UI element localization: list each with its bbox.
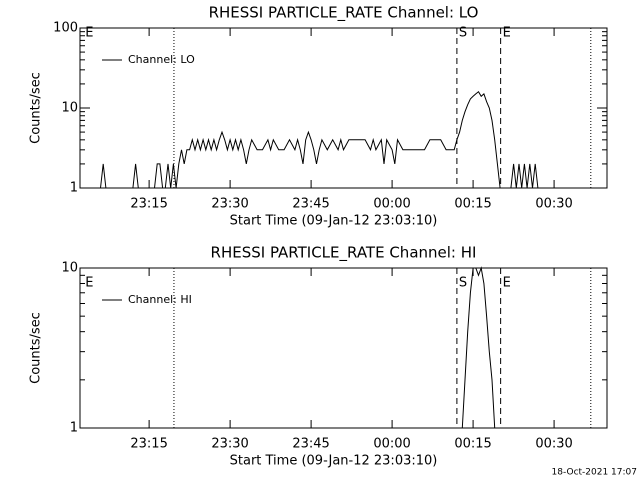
y-axis-label: Counts/sec xyxy=(29,72,44,144)
x-tick-label: 00:00 xyxy=(373,437,410,452)
plot-frame xyxy=(79,267,608,429)
y-axis-label: Counts/sec xyxy=(29,312,44,384)
chart-title: RHESSI PARTICLE_RATE Channel: LO xyxy=(209,4,479,23)
data-line xyxy=(89,90,539,189)
x-tick-label: 23:30 xyxy=(211,437,248,452)
x-axis-label: Start Time (09-Jan-12 23:03:10) xyxy=(230,214,438,229)
x-tick-label: 00:15 xyxy=(454,197,491,212)
marker-label: S xyxy=(459,276,467,291)
legend-label: Channel: HI xyxy=(128,293,192,306)
footer: 18-Oct-2021 17:07 xyxy=(552,468,637,478)
y-tick-label: 10 xyxy=(61,101,78,116)
y-tick-label: 1 xyxy=(70,421,78,436)
x-tick-label: 00:30 xyxy=(535,197,572,212)
marker-label: E xyxy=(503,276,511,291)
marker-label: E xyxy=(85,276,93,291)
x-axis-label: Start Time (09-Jan-12 23:03:10) xyxy=(230,454,438,469)
data-line xyxy=(456,266,496,429)
x-tick-label: 00:15 xyxy=(454,437,491,452)
x-tick-label: 23:30 xyxy=(211,197,248,212)
x-tick-label: 23:45 xyxy=(292,437,329,452)
y-tick-label: 100 xyxy=(53,21,78,36)
marker-label: E xyxy=(503,26,511,41)
y-tick-label: 10 xyxy=(61,261,78,276)
x-tick-label: 23:45 xyxy=(292,197,329,212)
x-tick-label: 23:15 xyxy=(130,197,167,212)
chart-title: RHESSI PARTICLE_RATE Channel: HI xyxy=(211,244,477,263)
legend-label: Channel: LO xyxy=(128,53,195,66)
x-tick-label: 00:30 xyxy=(535,437,572,452)
marker-label: E xyxy=(85,26,93,41)
marker-label: S xyxy=(459,26,467,41)
x-tick-label: 00:00 xyxy=(373,197,410,212)
x-tick-label: 23:15 xyxy=(130,437,167,452)
y-tick-label: 1 xyxy=(70,181,78,196)
